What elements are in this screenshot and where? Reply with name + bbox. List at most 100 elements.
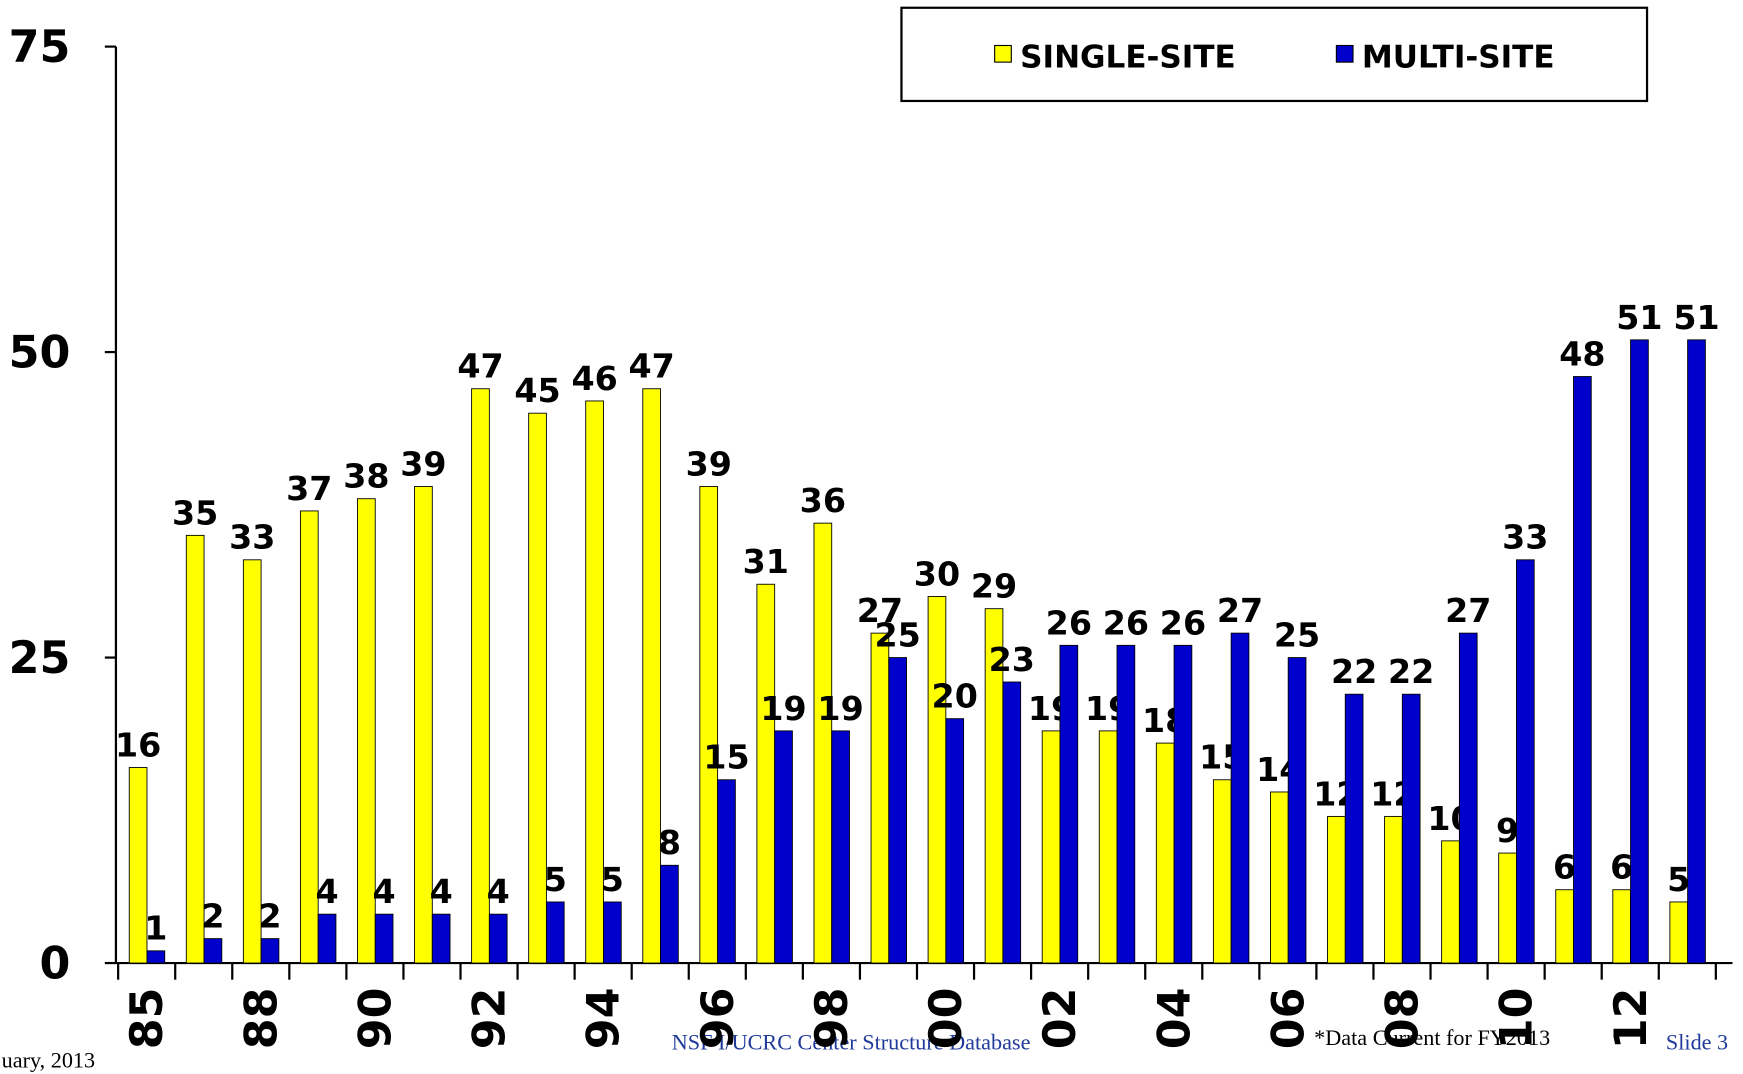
value-label: 48 <box>1559 334 1605 373</box>
bar <box>1287 657 1307 964</box>
value-label: 38 <box>343 457 389 496</box>
value-label: 27 <box>1445 591 1491 630</box>
value-label: 22 <box>1331 652 1377 691</box>
value-label: 6 <box>1610 848 1633 887</box>
value-label: 27 <box>857 591 903 630</box>
value-label: 8 <box>658 823 681 862</box>
value-label: 26 <box>1160 603 1206 642</box>
value-label: 9 <box>1496 811 1519 850</box>
x-tick-label: 92 <box>465 987 516 1049</box>
bar <box>870 632 890 964</box>
y-tick-label: 0 <box>40 939 71 990</box>
bar <box>831 730 850 964</box>
value-label: 4 <box>430 872 453 911</box>
y-tick-label: 75 <box>9 22 71 73</box>
legend-label: SINGLE-SITE <box>1020 40 1236 76</box>
value-label: 5 <box>1667 860 1690 899</box>
value-label: 45 <box>514 371 560 410</box>
bar <box>471 388 490 964</box>
bar <box>1515 559 1535 964</box>
bar <box>545 901 565 964</box>
value-label: 27 <box>1217 591 1263 630</box>
bar <box>1630 339 1649 964</box>
bar <box>488 913 508 964</box>
x-tick-label: 90 <box>350 987 401 1049</box>
bar <box>1212 779 1232 964</box>
bar <box>1098 730 1118 964</box>
value-label: 33 <box>229 518 275 557</box>
bar <box>813 522 833 964</box>
bar <box>774 730 793 964</box>
bar <box>1155 742 1175 964</box>
value-label: 39 <box>400 444 446 483</box>
y-tick-label: 50 <box>9 328 71 379</box>
value-label: 26 <box>1046 603 1092 642</box>
value-label: 19 <box>760 689 806 728</box>
bar <box>660 864 679 964</box>
bar <box>374 913 394 964</box>
value-label: 37 <box>286 469 332 508</box>
bar <box>1173 644 1193 964</box>
value-label: 5 <box>544 860 567 899</box>
bar <box>414 486 433 964</box>
bar <box>357 498 376 964</box>
footer-note: *Data Current for FY2013 <box>1314 1025 1550 1050</box>
bar <box>1555 889 1574 964</box>
value-label: 47 <box>629 347 675 386</box>
value-label: 26 <box>1103 603 1149 642</box>
bar <box>1270 791 1289 964</box>
value-label: 30 <box>914 554 960 593</box>
bar <box>317 913 337 964</box>
bar <box>1458 632 1478 964</box>
value-label: 39 <box>686 444 732 483</box>
value-label: 6 <box>1553 848 1576 887</box>
value-label: 23 <box>989 640 1035 679</box>
bar <box>1344 693 1364 964</box>
bar <box>1669 901 1689 964</box>
value-label: 51 <box>1673 298 1719 337</box>
bar <box>1327 815 1346 964</box>
bar <box>1612 889 1632 964</box>
bar <box>431 913 451 964</box>
bar <box>717 779 736 964</box>
x-tick-label: 06 <box>1263 987 1314 1049</box>
bar <box>1384 815 1403 964</box>
value-label: 46 <box>571 359 617 398</box>
bar <box>260 938 280 964</box>
value-label: 22 <box>1388 652 1434 691</box>
value-label: 20 <box>932 677 978 716</box>
bar <box>128 767 148 964</box>
footer-source: NSF I/UCRC Center Structure Database <box>672 1030 1031 1055</box>
x-tick-label: 04 <box>1149 987 1200 1049</box>
bar <box>927 596 947 964</box>
bar <box>203 938 223 964</box>
bar <box>1441 840 1460 964</box>
bar <box>1116 644 1136 964</box>
bar <box>642 388 661 964</box>
bar <box>1573 376 1592 964</box>
value-label: 16 <box>115 725 161 764</box>
value-label: 36 <box>800 481 846 520</box>
bar <box>585 400 604 964</box>
value-label: 51 <box>1616 298 1662 337</box>
bar <box>699 486 719 964</box>
value-label: 29 <box>971 567 1017 606</box>
value-label: 5 <box>601 860 624 899</box>
legend-box <box>900 6 1649 103</box>
bar <box>1401 693 1421 964</box>
value-label: 19 <box>817 689 863 728</box>
bar <box>1687 339 1706 964</box>
bar <box>1230 632 1250 964</box>
footer-date: uary, 2013 <box>2 1047 95 1072</box>
value-label: 35 <box>172 493 218 532</box>
value-label: 15 <box>703 738 749 777</box>
x-tick-label: 98 <box>807 987 858 1049</box>
legend-swatch <box>1335 44 1354 63</box>
bar <box>299 510 319 964</box>
bar <box>146 950 166 964</box>
legend-swatch <box>994 44 1012 63</box>
bar <box>945 718 965 964</box>
value-label: 4 <box>487 872 510 911</box>
